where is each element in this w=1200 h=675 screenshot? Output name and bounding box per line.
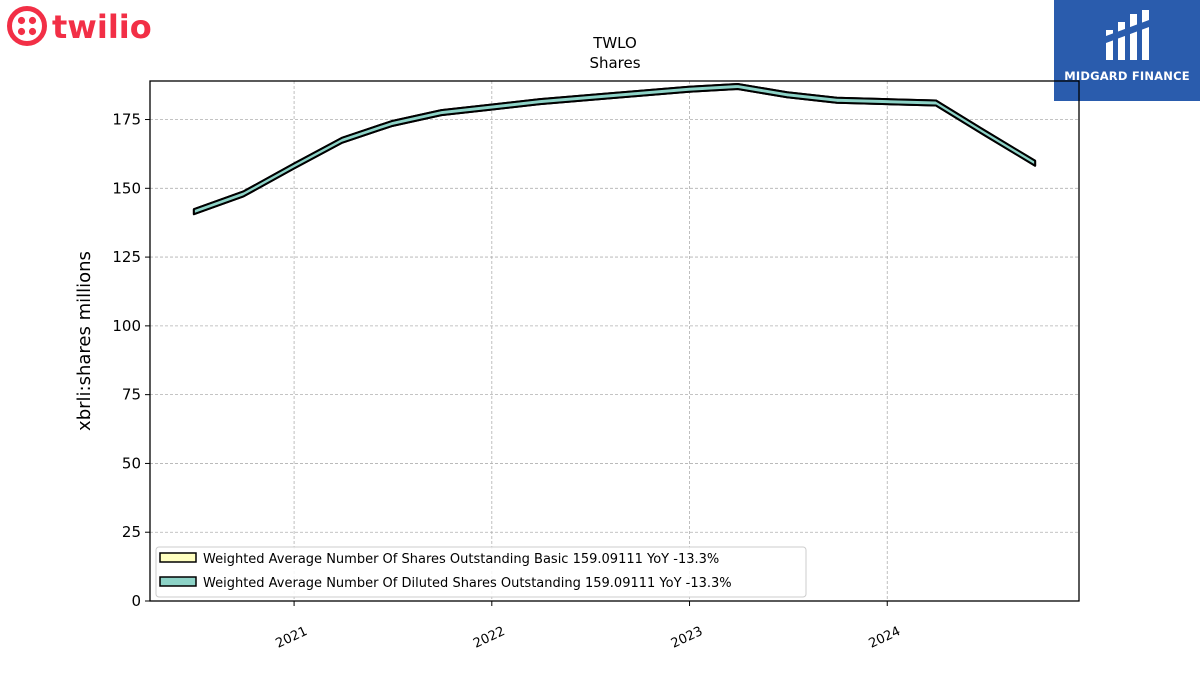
y-tick-label: 175 <box>112 111 141 129</box>
plot-frame <box>149 80 1080 602</box>
chart-title: TWLO <box>592 34 637 52</box>
x-tick-label: 2021 <box>273 624 309 652</box>
y-tick-label: 100 <box>112 317 141 335</box>
legend-box <box>155 546 807 598</box>
legend-swatch <box>159 552 197 563</box>
x-axis: 2021 2022 2023 2024 <box>273 601 903 652</box>
chart-grid <box>150 81 1079 601</box>
x-tick-label: 2023 <box>669 624 705 652</box>
legend: Weighted Average Number Of Shares Outsta… <box>155 546 807 598</box>
x-tick-label: 2024 <box>867 624 903 652</box>
y-tick-label: 75 <box>122 386 141 404</box>
y-axis-label: xbrli:shares millions <box>74 251 95 431</box>
twilio-logo: twilio <box>7 6 152 46</box>
y-tick-label: 50 <box>122 454 141 472</box>
y-tick-label: 0 <box>131 592 141 610</box>
y-tick-label: 25 <box>122 523 141 541</box>
series-band-1 <box>192 83 1037 216</box>
midgard-finance-name: MIDGARD FINANCE <box>1064 69 1190 83</box>
midgard-finance-logo: MIDGARD FINANCE <box>1054 0 1200 101</box>
y-axis: 0 25 50 75 100 125 150 175 <box>112 111 150 610</box>
twilio-logo-text: twilio <box>52 8 152 46</box>
y-tick-label: 125 <box>112 248 141 266</box>
y-tick-label: 150 <box>112 179 141 197</box>
series-layer <box>192 83 1037 216</box>
legend-label: Weighted Average Number Of Diluted Share… <box>203 576 732 591</box>
chart-subtitle: Shares <box>589 54 640 72</box>
legend-label: Weighted Average Number Of Shares Outsta… <box>203 552 719 567</box>
legend-swatch <box>159 576 197 587</box>
x-tick-label: 2022 <box>471 624 507 652</box>
midgard-mark-icon <box>1106 10 1149 60</box>
